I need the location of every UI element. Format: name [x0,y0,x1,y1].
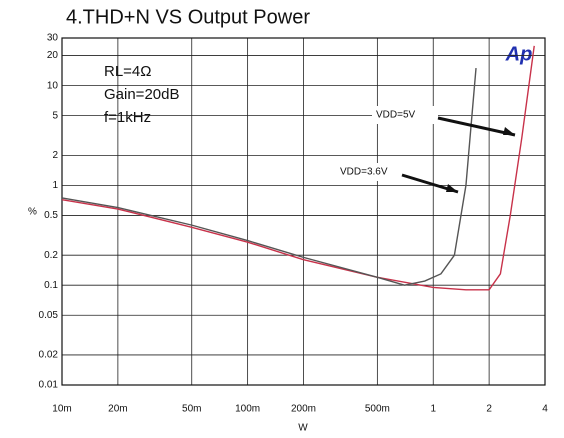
y-tick-label: 0.2 [44,250,58,261]
x-tick-label: 10m [52,404,71,415]
annotation: Gain=20dB [104,86,179,103]
series-line [61,45,535,291]
y-tick-label: 0.02 [39,350,59,361]
y-tick-label: 2 [52,150,58,161]
x-tick-label: 50m [182,404,201,415]
arrow [437,116,516,137]
series-label: VDD=5V [376,110,416,121]
y-tick-label: 10 [47,80,59,91]
y-tick-label: 0.5 [44,210,58,221]
x-axis-label: W [298,423,308,434]
y-tick-label: 20 [47,50,59,61]
annotation: f=1kHz [104,109,151,126]
y-tick-label: 0.01 [39,380,59,391]
y-tick-label: 5 [52,110,58,121]
x-tick-label: 4 [542,404,548,415]
chart-title: 4.THD+N VS Output Power [66,6,310,28]
label-box [336,163,402,181]
x-tick-label: 1 [430,404,436,415]
label-box [372,106,438,124]
y-tick-label: 30 [47,33,59,44]
x-tick-label: 20m [108,404,127,415]
annotation: RL=4Ω [104,63,152,80]
x-tick-label: 200m [291,404,316,415]
series-line [61,67,477,286]
y-axis-label: % [28,207,37,218]
arrow-head [503,127,515,135]
plot-frame [61,37,546,386]
annotation-box [80,56,218,134]
x-tick-label: 100m [235,404,260,415]
logo: Ap [505,43,533,65]
x-tick-label: 2 [486,404,492,415]
x-tick-label: 500m [365,404,390,415]
y-tick-label: 1 [52,180,58,191]
series-label: VDD=3.6V [340,167,388,178]
y-tick-label: 0.05 [39,310,59,321]
y-tick-label: 0.1 [44,280,58,291]
arrow-head [446,184,458,192]
